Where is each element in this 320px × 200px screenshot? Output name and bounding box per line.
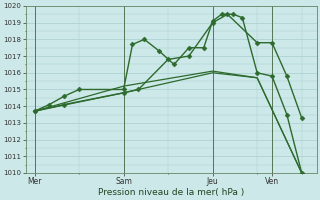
X-axis label: Pression niveau de la mer( hPa ): Pression niveau de la mer( hPa ) bbox=[98, 188, 244, 197]
